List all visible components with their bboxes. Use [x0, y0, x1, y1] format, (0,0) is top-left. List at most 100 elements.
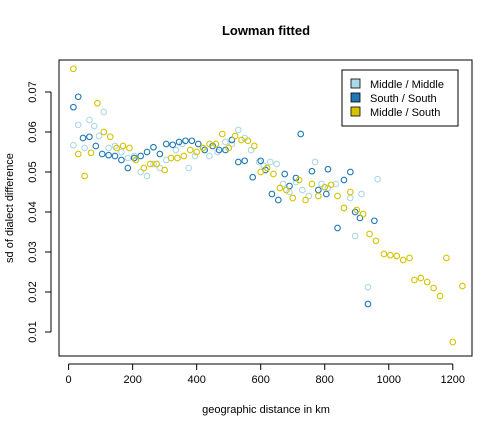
data-point: [105, 151, 112, 159]
y-tick-label: 0.01: [27, 321, 39, 342]
data-point: [371, 217, 378, 225]
data-point: [257, 157, 265, 165]
legend: Middle / Middle South / South Middle / Sou…: [341, 69, 459, 127]
data-point: [364, 283, 372, 291]
data-point: [321, 183, 329, 191]
data-point: [276, 184, 284, 192]
data-point: [130, 152, 138, 160]
data-point: [308, 180, 316, 188]
data-point: [238, 136, 245, 144]
data-point: [257, 168, 265, 176]
data-point: [175, 138, 183, 146]
axes: 0 200 400 600 800 1000 1200 0.01 0.02 0.03 0.04 0.0…: [27, 59, 473, 386]
data-point: [70, 141, 77, 149]
data-point: [234, 158, 242, 166]
data-point: [143, 148, 151, 156]
data-point: [305, 192, 313, 200]
data-point: [162, 140, 170, 148]
x-tick-label: 1000: [377, 374, 401, 386]
data-point: [314, 192, 322, 200]
data-point: [191, 152, 199, 160]
x-axis-label: geographic distance in km: [202, 404, 330, 416]
data-point: [105, 144, 112, 152]
data-point: [94, 99, 101, 107]
data-point: [393, 252, 401, 260]
data-point: [273, 160, 281, 168]
data-point: [143, 172, 151, 180]
chart-title: Lowman fitted: [222, 23, 310, 38]
data-point: [289, 194, 297, 202]
data-point: [174, 154, 181, 162]
data-point: [449, 338, 457, 346]
data-point: [182, 137, 189, 145]
data-point: [74, 93, 82, 101]
data-point: [140, 164, 148, 172]
data-point: [169, 141, 177, 149]
y-tick-label: 0.04: [27, 201, 39, 222]
y-axis-label: sd of dialect difference: [4, 153, 16, 263]
data-point: [298, 186, 306, 194]
data-point: [124, 164, 132, 172]
data-point: [206, 140, 213, 148]
data-point: [70, 103, 77, 111]
data-point: [225, 144, 233, 152]
data-point: [106, 133, 114, 141]
y-tick-label: 0.06: [27, 121, 39, 142]
data-point: [250, 142, 258, 150]
legend-swatch: [350, 92, 361, 103]
data-point: [274, 196, 282, 204]
data-point: [186, 146, 194, 154]
data-point: [332, 180, 340, 188]
data-point: [206, 152, 213, 160]
data-point: [279, 180, 287, 188]
legend-entry: South / South: [370, 93, 437, 105]
data-point: [459, 282, 466, 290]
data-point: [111, 152, 119, 160]
data-point: [411, 276, 418, 284]
x-tick-label: 1200: [441, 374, 465, 386]
data-point: [81, 144, 88, 152]
data-point: [308, 167, 316, 175]
data-point: [372, 237, 380, 245]
data-point: [263, 164, 271, 172]
data-point: [356, 214, 364, 222]
legend-swatch: [350, 106, 361, 117]
data-point: [318, 180, 325, 188]
data-point: [194, 140, 202, 148]
data-point: [302, 196, 309, 204]
data-point: [234, 126, 242, 134]
data-point: [286, 182, 293, 190]
y-tick-label: 0.03: [27, 241, 39, 262]
y-tick-label: 0.05: [27, 161, 39, 182]
data-point: [244, 137, 252, 145]
data-point: [113, 144, 120, 152]
data-point: [70, 65, 77, 73]
data-point: [241, 157, 249, 165]
y-tick-label: 0.02: [27, 281, 39, 302]
data-point: [249, 173, 257, 181]
data-point: [100, 128, 108, 136]
legend-entry: Middle / Middle: [370, 79, 444, 91]
x-tick-label: 200: [123, 374, 141, 386]
data-point: [358, 190, 365, 198]
data-point: [74, 150, 82, 158]
data-point: [297, 130, 305, 138]
data-point: [180, 152, 188, 160]
data-point: [311, 158, 319, 166]
data-point: [119, 142, 127, 150]
data-point: [364, 300, 372, 308]
legend-box: [341, 69, 459, 127]
data-point: [266, 158, 274, 166]
data-point: [218, 130, 226, 138]
data-point: [346, 168, 354, 176]
data-point: [150, 143, 157, 151]
data-point: [406, 254, 413, 262]
data-point: [100, 108, 108, 116]
data-point: [95, 132, 103, 140]
x-tick-label: 800: [316, 374, 334, 386]
data-point: [387, 251, 394, 259]
data-point: [366, 230, 373, 238]
data-point: [228, 140, 236, 148]
data-point: [214, 148, 221, 156]
